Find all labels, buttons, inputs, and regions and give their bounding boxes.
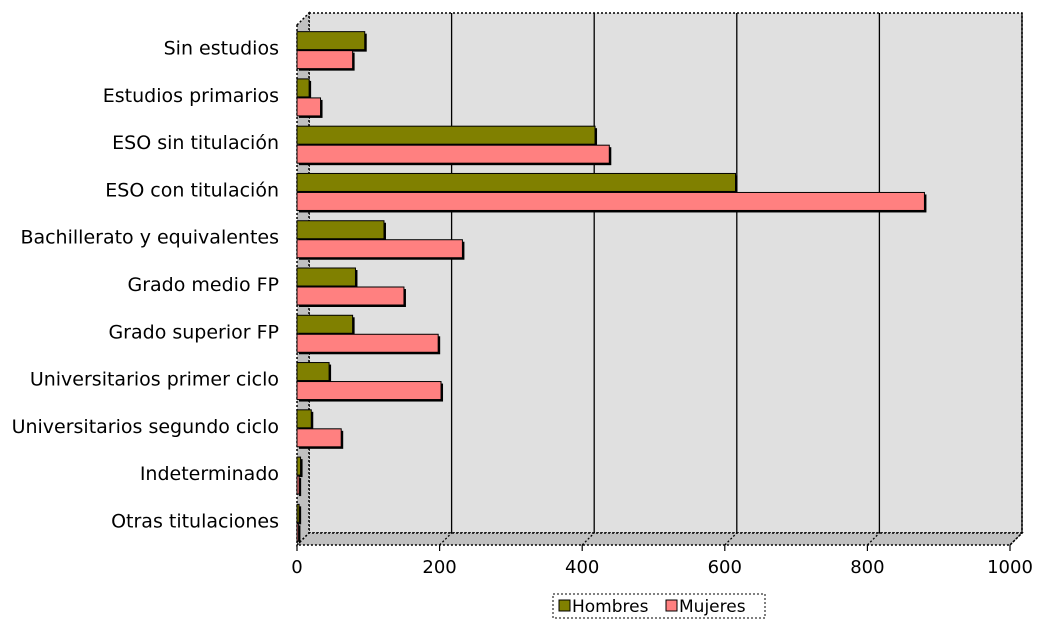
category-label: Otras titulaciones (111, 510, 279, 532)
bar-hombres-6 (296, 314, 354, 334)
bar-mujeres-4 (296, 239, 463, 259)
bar-mujeres-9 (296, 475, 300, 495)
bar-mujeres-10 (296, 522, 299, 542)
bar-shadow (299, 525, 301, 544)
bar-hombres-9 (296, 456, 302, 476)
x-axis: 0 200 400 600 800 1000 (291, 545, 1033, 578)
category-label: Estudios primarios (103, 85, 279, 107)
bar-mujeres-6 (296, 333, 439, 353)
x-tick-label: 800 (850, 557, 884, 578)
bar-hombres-1 (296, 78, 310, 98)
legend-swatch-mujeres (665, 599, 678, 612)
bar-hombres-10 (296, 503, 300, 523)
x-tick-label: 0 (291, 557, 302, 578)
legend-swatch-hombres (558, 599, 571, 612)
category-labels: Sin estudios Estudios primarios ESO sin ti… (12, 38, 279, 533)
category-label: ESO con titulación (105, 179, 279, 201)
plot-floor (295, 532, 1024, 546)
legend: Hombres Mujeres (552, 593, 766, 619)
bar-hombres-3 (296, 172, 736, 192)
gridline-floor (581, 532, 595, 546)
bar-hombres-2 (296, 125, 596, 145)
gridline-floor (866, 532, 880, 546)
bar-mujeres-5 (296, 286, 405, 306)
category-label: Indeterminado (140, 463, 279, 485)
bar-hombres-0 (296, 31, 366, 51)
bar-mujeres-8 (296, 428, 342, 448)
legend-box (552, 593, 766, 619)
x-tick-label: 600 (708, 557, 742, 578)
category-label: Universitarios segundo ciclo (12, 416, 279, 438)
gridline-floor (439, 532, 453, 546)
category-label: Grado superior FP (108, 321, 279, 343)
plot-back-wall (308, 12, 1023, 534)
gridline-floor (724, 532, 738, 546)
category-label: Universitarios primer ciclo (30, 369, 279, 391)
category-label: Bachillerato y equivalentes (20, 227, 279, 249)
bar-mujeres-1 (296, 97, 322, 117)
category-label: Grado medio FP (128, 274, 280, 296)
bar-mujeres-3 (296, 191, 925, 211)
bar-mujeres-7 (296, 381, 442, 401)
x-tick-label: 1000 (987, 557, 1033, 578)
category-label: ESO sin titulación (112, 132, 279, 154)
bar-shadow (299, 478, 302, 497)
legend-label-mujeres: Mujeres (679, 597, 746, 617)
category-label: Sin estudios (164, 38, 279, 60)
x-tick-label: 400 (565, 557, 599, 578)
bar-hombres-8 (296, 409, 312, 429)
plot-area (295, 11, 1024, 547)
bar-hombres-4 (296, 220, 385, 240)
bar-hombres-7 (296, 362, 330, 382)
legend-label-hombres: Hombres (572, 597, 649, 617)
bar-shadow (299, 506, 302, 525)
bar-mujeres-0 (296, 50, 354, 70)
x-tick-label: 200 (422, 557, 456, 578)
gridline-floor (1009, 532, 1023, 546)
bar-mujeres-2 (296, 144, 610, 164)
bar-hombres-5 (296, 267, 356, 287)
